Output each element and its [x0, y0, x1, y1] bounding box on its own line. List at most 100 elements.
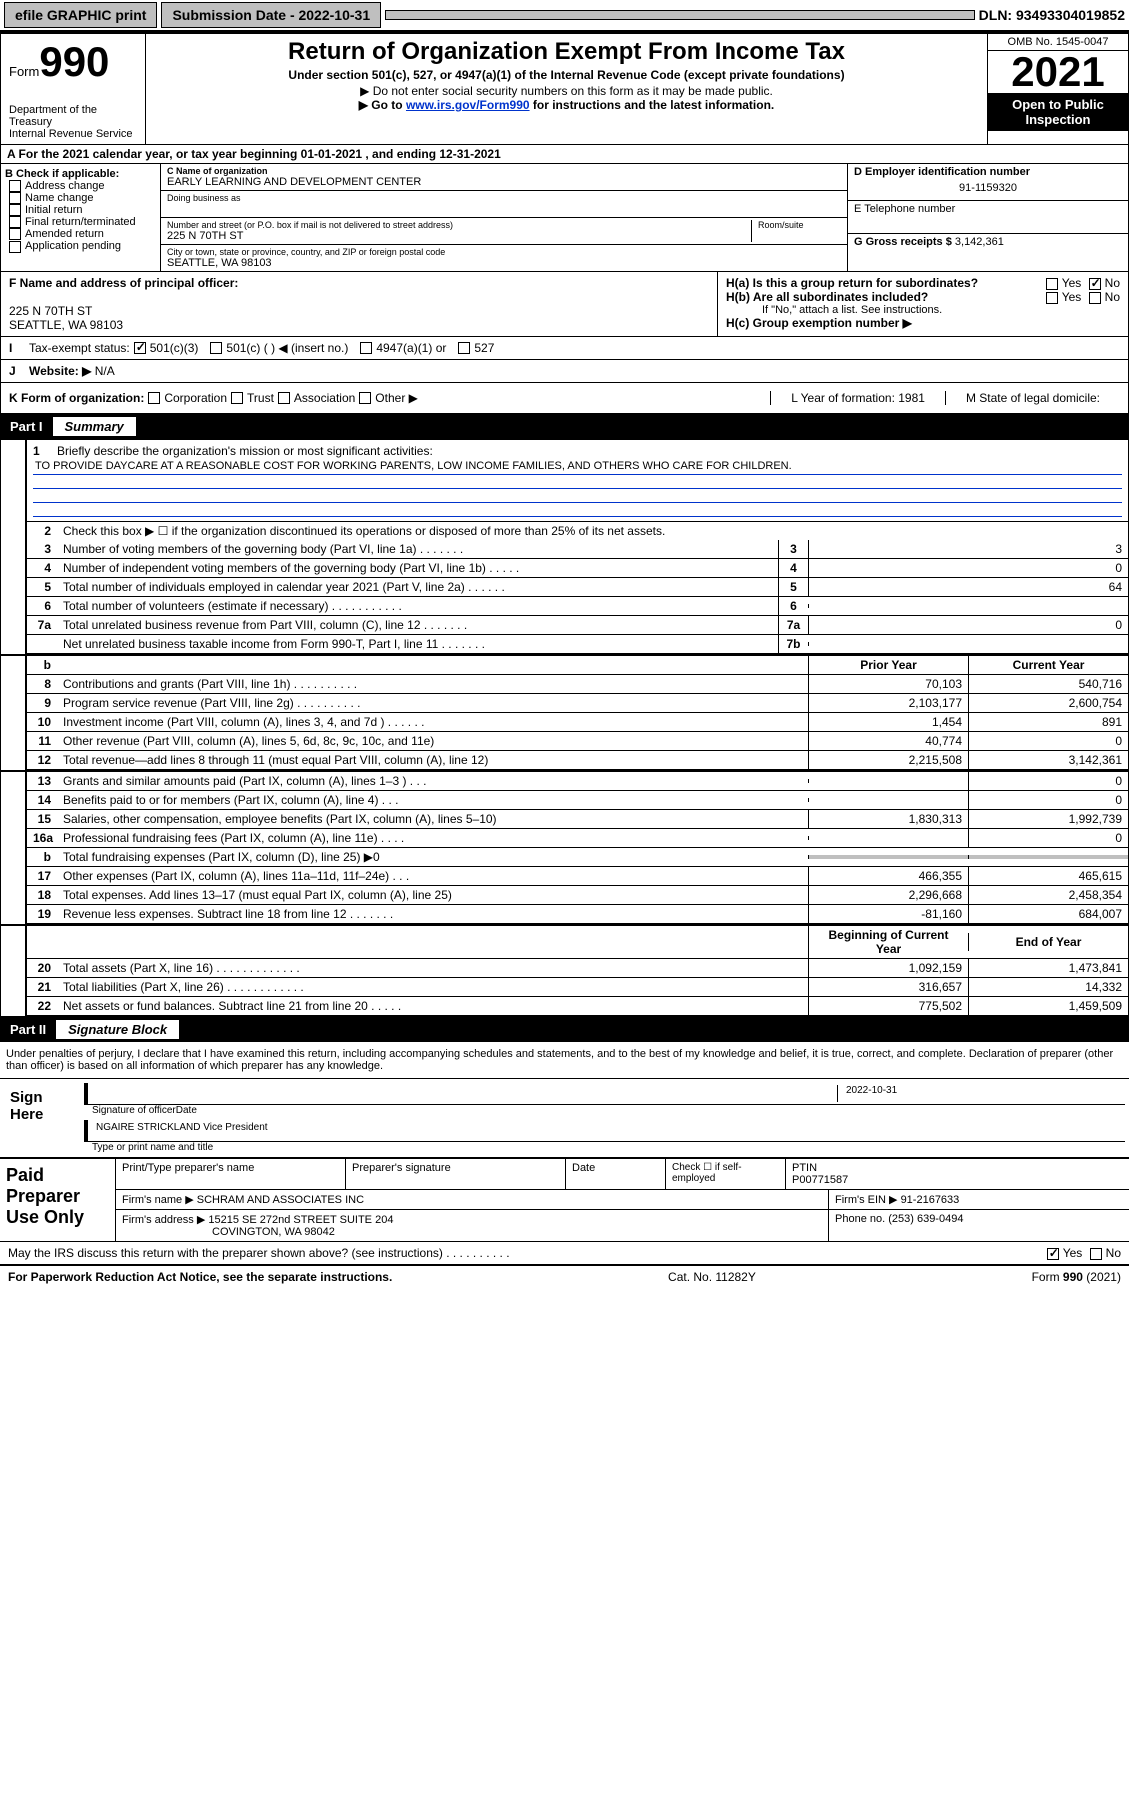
- preparer-sig-hdr: Preparer's signature: [346, 1159, 566, 1189]
- street-address: 225 N 70TH ST: [167, 230, 751, 242]
- paperwork-notice: For Paperwork Reduction Act Notice, see …: [8, 1270, 392, 1284]
- 527-check[interactable]: [458, 342, 470, 354]
- firm-city: COVINGTON, WA 98042: [122, 1226, 335, 1238]
- line-a: A For the 2021 calendar year, or tax yea…: [0, 145, 1129, 164]
- discuss-yes[interactable]: [1047, 1248, 1059, 1260]
- part2-header: Part II Signature Block: [0, 1017, 1129, 1042]
- efile-button[interactable]: efile GRAPHIC print: [4, 2, 157, 28]
- firm-phone: (253) 639-0494: [888, 1213, 963, 1225]
- part1-label: Part I: [10, 419, 43, 434]
- firm-name: SCHRAM AND ASSOCIATES INC: [197, 1194, 364, 1206]
- org-name-label: C Name of organization: [167, 166, 841, 176]
- goto-pre: ▶ Go to: [359, 98, 406, 112]
- form-title: Return of Organization Exempt From Incom…: [150, 38, 983, 66]
- year-formation: L Year of formation: 1981: [770, 391, 945, 405]
- penalty-text: Under penalties of perjury, I declare th…: [0, 1042, 1129, 1078]
- initial-return-check[interactable]: [9, 204, 21, 216]
- firm-phone-label: Phone no.: [835, 1213, 885, 1225]
- dept-treasury: Department of the Treasury: [9, 104, 137, 128]
- irs-label: Internal Revenue Service: [9, 128, 137, 140]
- dba-label: Doing business as: [167, 193, 841, 203]
- mission-blank2: [33, 489, 1122, 503]
- part1-header: Part I Summary: [0, 414, 1129, 439]
- section-b: B Check if applicable: Address change Na…: [1, 164, 161, 271]
- assoc-label: Association: [294, 391, 355, 405]
- sign-here-label: Sign Here: [0, 1079, 80, 1157]
- sig-date-value: 2022-10-31: [837, 1085, 1117, 1102]
- hc-label: H(c) Group exemption number ▶: [726, 316, 1120, 330]
- goto-post: for instructions and the latest informat…: [530, 98, 775, 112]
- assoc-check[interactable]: [278, 392, 290, 404]
- boy-hdr: Beginning of Current Year: [808, 926, 968, 958]
- 4947-label: 4947(a)(1) or: [376, 341, 446, 355]
- tax-year: 2021: [988, 51, 1128, 93]
- mission-text: TO PROVIDE DAYCARE AT A REASONABLE COST …: [33, 458, 1122, 475]
- name-change-label: Name change: [25, 192, 94, 204]
- form-word: Form: [9, 64, 39, 79]
- discuss-no[interactable]: [1090, 1248, 1102, 1260]
- open-public: Open to Public Inspection: [988, 93, 1128, 131]
- ein-label: D Employer identification number: [854, 166, 1122, 178]
- part2-title: Signature Block: [56, 1020, 179, 1039]
- irs-link[interactable]: www.irs.gov/Form990: [406, 98, 530, 112]
- 501c3-check[interactable]: [134, 342, 146, 354]
- 501c-check[interactable]: [210, 342, 222, 354]
- cat-no: Cat. No. 11282Y: [668, 1270, 756, 1284]
- state-domicile: M State of legal domicile:: [945, 391, 1120, 405]
- app-pending-check[interactable]: [9, 241, 21, 253]
- gross-receipts-value: 3,142,361: [955, 236, 1004, 248]
- 4947-check[interactable]: [360, 342, 372, 354]
- addr-change-check[interactable]: [9, 180, 21, 192]
- form-header: Form990 Department of the Treasury Inter…: [0, 33, 1129, 145]
- tax-exempt-label: Tax-exempt status:: [29, 341, 130, 355]
- ha-yes[interactable]: [1046, 278, 1058, 290]
- type-print-label: Type or print name and title: [84, 1142, 1125, 1153]
- form-org-label: K Form of organization:: [9, 391, 144, 405]
- form-subtitle: Under section 501(c), 527, or 4947(a)(1)…: [150, 68, 983, 82]
- officer-addr1: 225 N 70TH ST: [9, 304, 709, 318]
- corp-label: Corporation: [164, 391, 227, 405]
- dln-label: DLN: 93493304019852: [979, 7, 1125, 23]
- line1-label: Briefly describe the organization's miss…: [57, 444, 433, 458]
- 501c-label: 501(c) ( ) ◀ (insert no.): [226, 341, 348, 355]
- ha-no[interactable]: [1089, 278, 1101, 290]
- gross-receipts-label: G Gross receipts $: [854, 236, 952, 248]
- eoy-hdr: End of Year: [968, 933, 1128, 951]
- officer-label: F Name and address of principal officer:: [9, 276, 709, 290]
- other-check[interactable]: [359, 392, 371, 404]
- corp-check[interactable]: [148, 392, 160, 404]
- part1-title: Summary: [53, 417, 136, 436]
- name-change-check[interactable]: [9, 192, 21, 204]
- initial-return-label: Initial return: [25, 204, 82, 216]
- amended-label: Amended return: [25, 228, 104, 240]
- trust-label: Trust: [247, 391, 274, 405]
- submission-date: Submission Date - 2022-10-31: [161, 2, 381, 28]
- top-bar: efile GRAPHIC print Submission Date - 20…: [0, 0, 1129, 30]
- officer-addr2: SEATTLE, WA 98103: [9, 318, 709, 332]
- phone-label: E Telephone number: [854, 203, 1122, 215]
- current-year-hdr: Current Year: [968, 656, 1128, 674]
- officer-name-title: NGAIRE STRICKLAND Vice President: [96, 1122, 268, 1139]
- website-label: Website: ▶: [29, 364, 91, 378]
- final-return-label: Final return/terminated: [25, 216, 136, 228]
- final-return-check[interactable]: [9, 216, 21, 228]
- section-b-label: B Check if applicable:: [5, 168, 156, 180]
- firm-addr: 15215 SE 272nd STREET SUITE 204: [208, 1214, 393, 1226]
- self-employed: Check ☐ if self-employed: [666, 1159, 786, 1189]
- hb-yes[interactable]: [1046, 292, 1058, 304]
- hb-no[interactable]: [1089, 292, 1101, 304]
- yes-label: Yes: [1063, 1246, 1083, 1260]
- trust-check[interactable]: [231, 392, 243, 404]
- sig-date-label: Date: [176, 1105, 456, 1116]
- firm-ein-label: Firm's EIN ▶: [835, 1194, 898, 1206]
- line2: Check this box ▶ ☐ if the organization d…: [57, 522, 1128, 540]
- mission-blank1: [33, 475, 1122, 489]
- hb-label: H(b) Are all subordinates included?: [726, 290, 928, 304]
- amended-check[interactable]: [9, 228, 21, 240]
- form-number: 990: [39, 38, 109, 85]
- note-ssn: ▶ Do not enter social security numbers o…: [150, 84, 983, 98]
- hb-note: If "No," attach a list. See instructions…: [726, 304, 1120, 316]
- part2-label: Part II: [10, 1022, 46, 1037]
- discuss-question: May the IRS discuss this return with the…: [8, 1246, 510, 1260]
- ha-label: H(a) Is this a group return for subordin…: [726, 276, 978, 290]
